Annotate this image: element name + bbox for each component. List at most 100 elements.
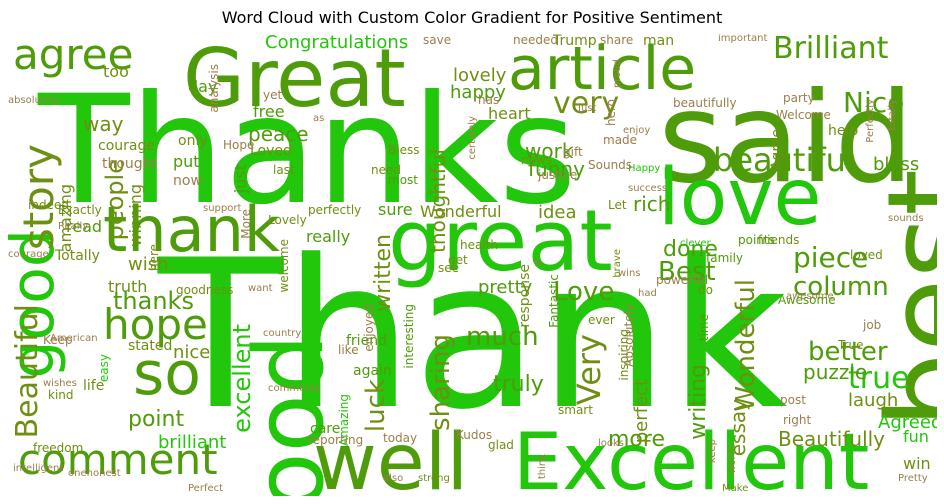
- cloud-word: has: [478, 93, 500, 107]
- cloud-word: think: [537, 454, 548, 480]
- cloud-word: piece: [793, 241, 869, 274]
- cloud-word: Agreed: [878, 412, 937, 433]
- cloud-word: get: [448, 253, 468, 267]
- cloud-word: Pretty: [898, 473, 928, 484]
- cloud-word: fun: [903, 427, 929, 446]
- cloud-word: Wonderful: [420, 202, 502, 221]
- cloud-word: excellent: [228, 324, 256, 433]
- cloud-word: Hope: [223, 138, 255, 152]
- cloud-word: justice: [538, 168, 578, 182]
- cloud-word: reporting: [308, 433, 364, 447]
- cloud-word: too: [103, 62, 129, 81]
- cloud-word: job: [863, 318, 882, 332]
- cloud-word: Love: [553, 277, 615, 307]
- cloud-word: family: [706, 251, 744, 265]
- cloud-word: easy: [97, 354, 111, 383]
- cloud-word: news: [521, 153, 553, 167]
- cloud-word: inspiring: [617, 329, 631, 381]
- cloud-word: country: [263, 328, 302, 339]
- cloud-word: share: [600, 34, 634, 47]
- cloud-word: laugh: [848, 390, 899, 411]
- cloud-word: man: [643, 34, 675, 49]
- cloud-word: way: [83, 112, 124, 136]
- cloud-word: pretty: [478, 277, 533, 298]
- cloud-word: Very: [570, 334, 608, 406]
- cloud-word: glad: [488, 438, 514, 452]
- cloud-word: friends: [758, 233, 800, 247]
- cloud-word: Awesome: [778, 293, 836, 307]
- cloud-word: really: [306, 227, 351, 246]
- cloud-word: Bless: [388, 143, 420, 157]
- cloud-word: right: [783, 413, 812, 427]
- cloud-word: party: [783, 91, 815, 105]
- cloud-word: hero: [604, 99, 618, 126]
- cloud-word: True: [838, 338, 864, 352]
- cloud-word: Let: [608, 198, 627, 212]
- cloud-word: Fantastic: [547, 274, 561, 328]
- cloud-word: free: [253, 102, 285, 121]
- cloud-word: read: [66, 217, 103, 236]
- cloud-word: Keep: [43, 333, 73, 347]
- cloud-word: again: [353, 363, 392, 379]
- cloud-word: Kudos: [456, 428, 493, 442]
- cloud-word: analysis: [207, 64, 221, 113]
- cloud-word: like: [338, 343, 359, 357]
- cloud-word: Really: [58, 221, 89, 232]
- cloud-word: Wonderful: [731, 279, 761, 412]
- cloud-word: response: [517, 264, 533, 328]
- cloud-word: time: [697, 314, 711, 342]
- cloud-word: nice: [173, 342, 211, 363]
- cloud-word: intelligent: [13, 463, 64, 474]
- cloud-word: sharing: [426, 334, 456, 431]
- cloud-word: totally: [887, 99, 898, 131]
- cloud-word: Best: [658, 257, 716, 287]
- cloud-word: help: [828, 123, 859, 139]
- cloud-word: stated: [128, 338, 173, 354]
- cloud-word: Nice: [843, 86, 905, 119]
- cloud-word: want: [248, 283, 273, 294]
- cloud-word: enjoyed: [362, 304, 376, 352]
- cloud-word: made: [603, 133, 638, 147]
- cloud-word: thought: [102, 156, 158, 172]
- cloud-word: last: [273, 163, 295, 177]
- cloud-word: work: [525, 139, 574, 163]
- cloud-word: wins: [618, 268, 641, 279]
- cloud-word: sounds: [888, 213, 924, 224]
- cloud-word: had: [638, 288, 657, 299]
- cloud-word: More: [239, 209, 253, 239]
- cloud-word: Thanks: [38, 64, 577, 238]
- cloud-word: Excellent: [513, 418, 870, 496]
- word-cloud: Thank Thanks said Great great love best good Goo…: [8, 34, 937, 496]
- cloud-word: goodness: [176, 283, 234, 297]
- cloud-word: courage: [98, 138, 155, 154]
- cloud-word: better: [808, 337, 888, 367]
- cloud-word: Welcome: [776, 108, 831, 122]
- cloud-word: Lovely: [268, 213, 307, 227]
- cloud-word: just: [231, 164, 250, 194]
- cloud-word: Trump: [553, 34, 597, 49]
- cloud-word: wish: [128, 254, 169, 275]
- cloud-word: perfectly: [308, 203, 362, 217]
- cloud-word: Make: [722, 483, 749, 494]
- cloud-word: sure: [378, 200, 413, 219]
- cloud-word: Agree: [769, 129, 785, 171]
- cloud-word: comment: [18, 435, 218, 484]
- cloud-word: %: [533, 258, 543, 269]
- cloud-word: American: [50, 333, 98, 344]
- cloud-word: truly: [493, 372, 544, 397]
- cloud-word: comments: [268, 383, 321, 394]
- cloud-word: thoughtful: [426, 149, 450, 253]
- cloud-word: courage: [8, 249, 49, 260]
- cloud-word: enjoy: [623, 125, 651, 136]
- cloud-word: happy: [450, 82, 506, 103]
- cloud-word: support: [203, 203, 242, 214]
- cloud-word: powerful: [656, 273, 709, 287]
- cloud-word: brilliant: [158, 432, 227, 453]
- cloud-word: kind: [48, 388, 74, 402]
- cloud-word: said: [658, 66, 914, 211]
- cloud-word: Perfectly: [865, 99, 876, 143]
- cloud-word: important: [718, 34, 768, 44]
- cloud-word: done: [663, 237, 718, 262]
- cloud-word: yet: [263, 88, 283, 102]
- cloud-word: welcome: [277, 239, 291, 293]
